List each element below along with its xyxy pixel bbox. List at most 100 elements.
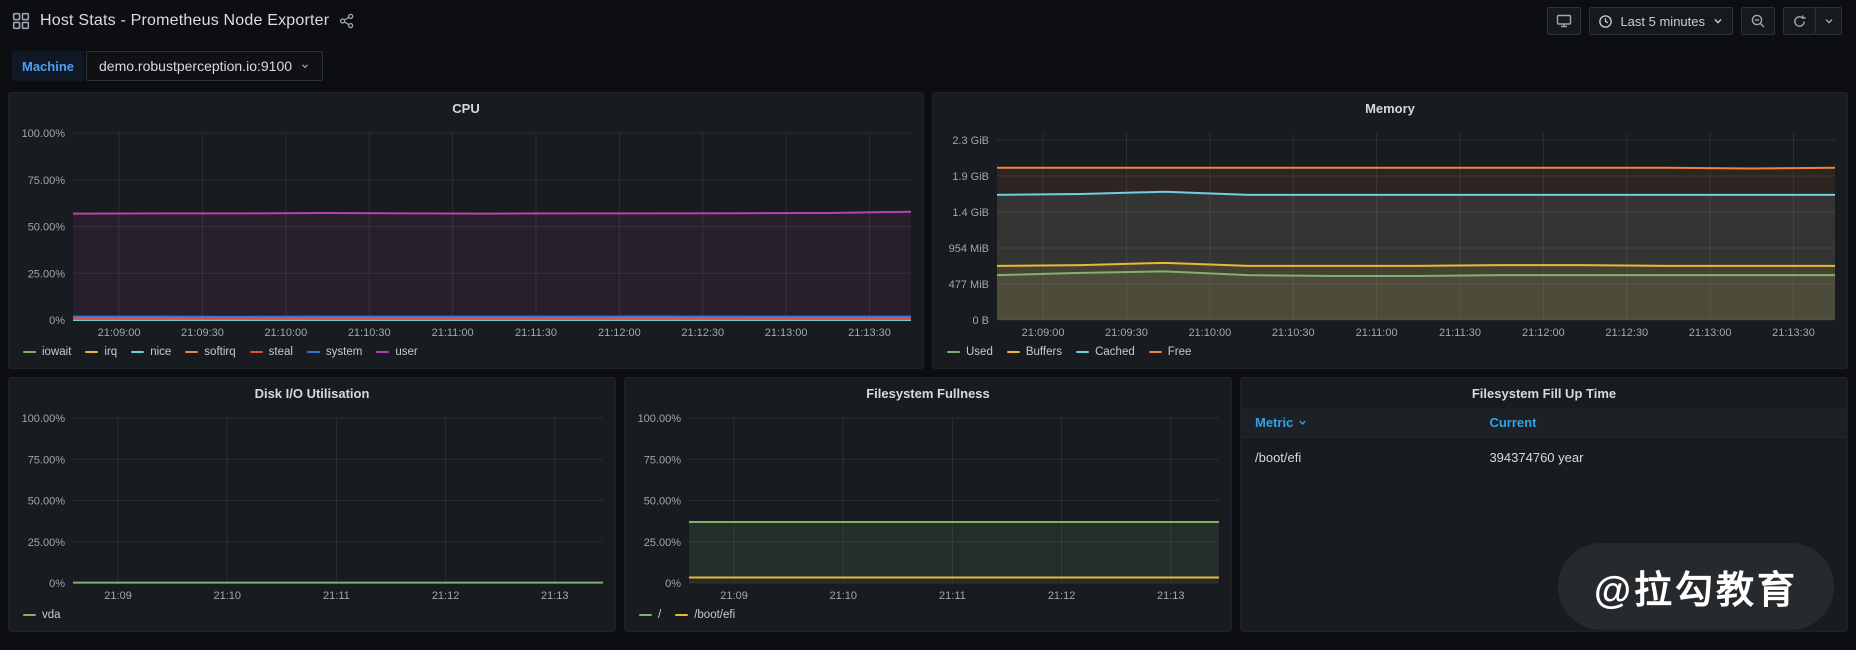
machine-variable-value: demo.robustperception.io:9100 [99,58,293,74]
svg-text:21:11:30: 21:11:30 [515,327,557,339]
svg-text:0 B: 0 B [972,315,989,327]
legend-item--[interactable]: / [639,609,661,621]
svg-text:2.3 GiB: 2.3 GiB [952,135,989,147]
zoom-out-button[interactable] [1741,7,1775,35]
panel-cpu: CPU 0% 25.00% 50.00% 75.00% 100.00% 21:09:00 2… [8,92,924,369]
table-header-current[interactable]: Current [1489,415,1537,430]
legend-item-Cached[interactable]: Cached [1076,346,1135,358]
share-icon[interactable] [339,13,355,29]
panel-title-fs-fill-up-time[interactable]: Filesystem Fill Up Time [1471,385,1617,401]
svg-text:0%: 0% [49,315,65,327]
legend-label: Free [1167,346,1192,358]
svg-text:21:10:30: 21:10:30 [1272,327,1315,339]
svg-text:21:11:00: 21:11:00 [1356,327,1398,339]
legend-label: Buffers [1025,346,1063,358]
legend-color-dash [1076,351,1090,353]
svg-text:100.00%: 100.00% [638,413,682,425]
svg-text:21:11: 21:11 [939,590,966,602]
svg-text:21:10:00: 21:10:00 [1188,327,1231,339]
chevron-down-icon [1712,15,1724,27]
legend-color-dash [675,614,689,616]
svg-text:0%: 0% [49,578,65,590]
monitor-icon [1556,13,1572,29]
svg-text:21:10:00: 21:10:00 [264,327,307,339]
svg-text:21:09:30: 21:09:30 [1105,327,1148,339]
legend-label: /boot/efi [694,609,736,621]
legend-item-Buffers[interactable]: Buffers [1006,346,1063,358]
svg-text:100.00%: 100.00% [22,413,66,425]
svg-text:50.00%: 50.00% [28,222,66,234]
variable-label: Machine [12,51,85,81]
refresh-button[interactable] [1783,7,1816,35]
tv-mode-button[interactable] [1547,7,1582,35]
legend-item-user[interactable]: user [376,346,418,358]
legend-item-iowait[interactable]: iowait [23,346,71,358]
legend-color-dash [23,614,36,616]
svg-text:21:09:30: 21:09:30 [181,327,224,339]
table-header-row: Metric Current [1241,408,1847,438]
dashboard-grid-icon[interactable] [12,12,30,30]
disk-io-chart[interactable]: 0% 25.00% 50.00% 75.00% 100.00% 21:09 21:10 21:… [9,408,615,605]
legend-color-dash [947,351,960,353]
svg-text:1.4 GiB: 1.4 GiB [952,207,989,219]
svg-text:21:13: 21:13 [1157,590,1185,602]
legend-color-dash [85,351,99,353]
legend-item-nice[interactable]: nice [131,346,171,358]
svg-text:21:10: 21:10 [213,590,241,602]
svg-text:100.00%: 100.00% [22,128,66,140]
legend-item-irq[interactable]: irq [85,346,117,358]
panel-fs-fill-up-time: Filesystem Fill Up Time Metric Current /… [1240,377,1848,632]
memory-legend: Used Buffers Cached Free [933,342,1847,368]
legend-item--boot-efi[interactable]: /boot/efi [675,609,735,621]
svg-text:75.00%: 75.00% [644,454,682,466]
top-nav-bar: Host Stats - Prometheus Node Exporter [0,0,1856,42]
legend-item-steal[interactable]: steal [249,346,293,358]
legend-label: user [395,346,418,358]
table-cell-metric: /boot/efi [1255,449,1302,465]
legend-color-dash [1006,351,1020,353]
legend-color-dash [185,351,199,353]
panel-title-memory[interactable]: Memory [1365,100,1415,116]
legend-label: softirq [204,346,236,358]
svg-text:21:13:00: 21:13:00 [1689,327,1732,339]
time-range-picker[interactable]: Last 5 minutes [1589,7,1733,35]
svg-text:21:12:00: 21:12:00 [1522,327,1565,339]
time-range-label: Last 5 minutes [1620,13,1705,29]
legend-label: / [658,609,662,621]
table-header-metric[interactable]: Metric [1241,415,1489,430]
memory-chart[interactable]: 0 B 477 MiB 954 MiB 1.4 GiB 1.9 GiB 2.3 GiB 21… [933,123,1847,342]
panel-memory: Memory 0 B 477 MiB 954 MiB 1.4 GiB 1.9 GiB 2.… [932,92,1848,369]
watermark-badge: @拉勾教育 [1557,543,1834,630]
panel-title-fs-fullness[interactable]: Filesystem Fullness [866,385,990,401]
svg-text:21:12:30: 21:12:30 [681,327,724,339]
machine-variable-dropdown[interactable]: demo.robustperception.io:9100 [86,51,324,81]
sort-chevron-icon [1297,417,1308,428]
svg-text:21:10: 21:10 [829,590,857,602]
svg-text:477 MiB: 477 MiB [949,279,989,291]
svg-text:21:12: 21:12 [1048,590,1076,602]
fs-fullness-chart[interactable]: 0% 25.00% 50.00% 75.00% 100.00% 21:09 21:10 21:… [625,408,1231,605]
panel-title-disk-io[interactable]: Disk I/O Utilisation [254,385,370,401]
cpu-chart[interactable]: 0% 25.00% 50.00% 75.00% 100.00% 21:09:00 21:09… [9,123,923,342]
svg-text:25.00%: 25.00% [28,537,66,549]
legend-label: nice [150,346,172,358]
legend-item-system[interactable]: system [306,346,362,358]
chevron-down-icon [300,61,310,71]
svg-text:21:10:30: 21:10:30 [348,327,391,339]
svg-text:21:09: 21:09 [104,590,132,602]
svg-text:954 MiB: 954 MiB [949,243,989,255]
legend-label: vda [42,609,61,621]
legend-item-Free[interactable]: Free [1148,346,1192,358]
clock-icon [1598,14,1613,29]
panel-title-cpu[interactable]: CPU [452,100,480,116]
table-row[interactable]: /boot/efi 394374760 year [1241,438,1847,476]
dashboard-title[interactable]: Host Stats - Prometheus Node Exporter [40,12,330,29]
svg-text:21:12:30: 21:12:30 [1605,327,1648,339]
disk-io-legend: vda [9,605,615,631]
legend-item-Used[interactable]: Used [947,346,993,358]
svg-text:21:12: 21:12 [432,590,460,602]
legend-item-softirq[interactable]: softirq [185,346,236,358]
svg-text:21:13:00: 21:13:00 [765,327,808,339]
refresh-interval-dropdown[interactable] [1816,7,1842,35]
legend-item-vda[interactable]: vda [23,609,61,621]
